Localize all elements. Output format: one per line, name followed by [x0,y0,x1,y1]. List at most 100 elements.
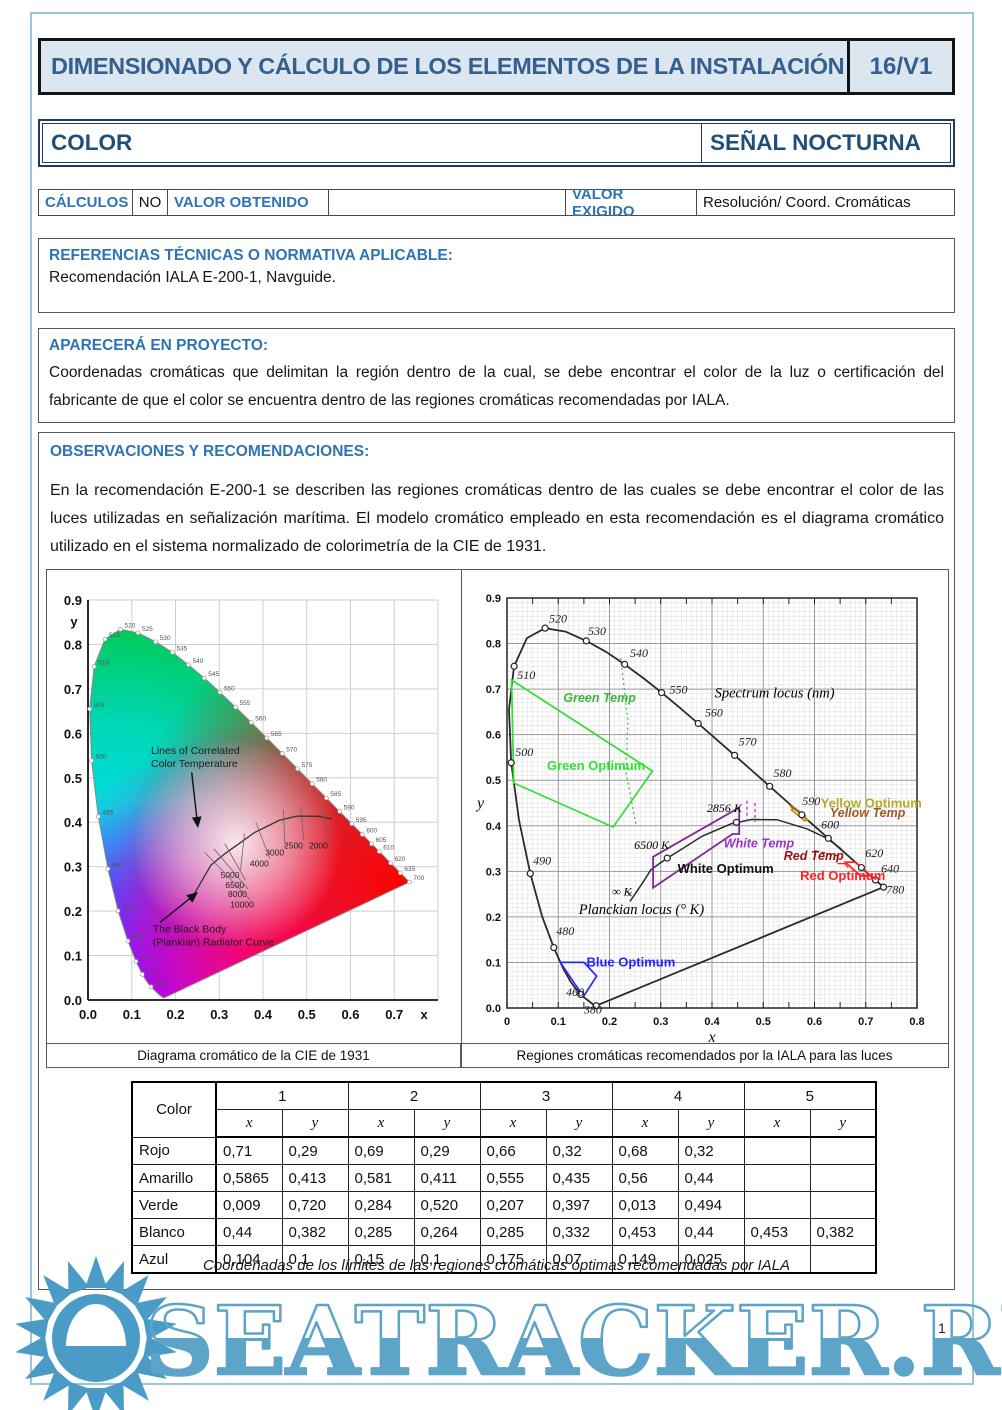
svg-text:Spectrum locus (nm): Spectrum locus (nm) [715,685,835,701]
cell: 0,32 [545,1136,613,1165]
sub-header-y: y [677,1109,745,1138]
table-row: Amarillo 0,5865 0,413 0,581 0,411 0,555 … [131,1164,877,1192]
svg-text:0.5: 0.5 [64,771,82,786]
svg-text:510: 510 [517,668,535,682]
cell: 0,44 [215,1218,283,1246]
svg-text:580: 580 [774,766,792,780]
svg-text:570: 570 [286,746,297,753]
svg-text:470: 470 [146,967,157,974]
svg-text:×: × [625,887,633,901]
document-code: 16/V1 [847,41,952,92]
cie-1931-chromaticity-diagram: 0.0 0.1 0.2 0.3 0.4 0.5 0.6 0.7 x 0.0 0.1 0.2 0.3 0.4… [64,593,439,1022]
cell [809,1136,877,1165]
svg-text:0.9: 0.9 [486,593,501,605]
svg-text:6500 K: 6500 K [634,838,670,852]
svg-text:8000: 8000 [228,889,247,899]
cell: 0,382 [281,1218,349,1246]
svg-text:595: 595 [356,817,367,824]
cell [809,1245,877,1274]
svg-text:0.0: 0.0 [64,993,82,1008]
valor-obtenido-value [328,189,566,216]
svg-text:535: 535 [176,645,187,652]
sub-header-x: x [611,1109,679,1138]
svg-text:510: 510 [98,660,109,667]
svg-text:0.0: 0.0 [79,1007,97,1022]
cell: 0,435 [545,1164,613,1192]
cell: 0,264 [413,1218,481,1246]
svg-text:620: 620 [395,856,406,863]
proyecto-heading: APARECERÁ EN PROYECTO: [49,337,269,354]
svg-text:x: x [707,1029,715,1046]
group-header-1: 1 [215,1081,349,1110]
svg-text:0.3: 0.3 [64,860,82,875]
cell: 0,284 [347,1191,415,1219]
cell: 0,56 [611,1164,679,1192]
figure-divider [461,570,462,1067]
svg-text:Lines of Correlated: Lines of Correlated [151,745,240,757]
cell: 0,32 [677,1136,745,1165]
row-color-name: Blanco [131,1218,217,1246]
svg-text:520: 520 [125,622,136,629]
svg-text:0.2: 0.2 [602,1016,617,1028]
cell: 0,382 [809,1218,877,1246]
coords-table-wrap: Color 1 2 3 4 5 x y x y x y x [131,1081,877,1274]
svg-text:590: 590 [802,794,820,808]
svg-text:0.6: 0.6 [807,1016,822,1028]
svg-text:0.1: 0.1 [486,957,501,969]
svg-text:505: 505 [94,702,105,709]
svg-text:0.9: 0.9 [64,593,82,608]
svg-text:0.2: 0.2 [64,904,82,919]
valor-exigido-value: Resolución/ Coord. Cromáticas [696,189,955,216]
svg-text:490: 490 [533,854,551,868]
cell: 0,71 [215,1136,283,1165]
svg-text:0.6: 0.6 [64,726,82,741]
svg-text:610: 610 [383,845,394,852]
figure-caption-row: Diagrama cromático de la CIE de 1931 Reg… [47,1043,948,1067]
svg-text:0.8: 0.8 [64,637,82,652]
signal-type: SEÑAL NOCTURNA [701,123,951,163]
svg-text:10000: 10000 [230,900,254,910]
svg-text:560: 560 [705,705,723,719]
svg-text:490: 490 [112,862,123,869]
svg-text:0.7: 0.7 [64,682,82,697]
cell: 0,285 [347,1218,415,1246]
proyecto-box: APARECERÁ EN PROYECTO: Coordenadas cromá… [38,328,955,423]
svg-text:460: 460 [566,985,584,999]
calc-row: CÁLCULOS NO VALOR OBTENIDO VALOR EXIGIDO… [38,186,955,220]
iala-chromaticity-regions-diagram: 0 0.1 0.2 0.3 0.4 0.5 0.6 0.7 0.8 0.0 0.1 0.2 0.3 0.4… [475,593,925,1046]
cell: 0,44 [677,1164,745,1192]
svg-text:480: 480 [556,924,574,938]
cell: 0,453 [743,1218,811,1246]
group-header-4: 4 [611,1081,745,1110]
cell: 0,397 [545,1191,613,1219]
svg-text:780: 780 [886,883,904,897]
svg-text:0.2: 0.2 [166,1007,184,1022]
page-number: 1 [938,1320,946,1336]
svg-text:605: 605 [376,837,387,844]
svg-text:480: 480 [132,934,143,941]
svg-text:590: 590 [344,804,355,811]
calculos-value: NO [132,189,168,216]
svg-text:0.1: 0.1 [64,949,82,964]
svg-text:0.4: 0.4 [254,1007,273,1022]
section-name: COLOR [42,123,702,163]
cell: 0,411 [413,1164,481,1192]
svg-text:0.0: 0.0 [486,1003,501,1015]
svg-text:0.7: 0.7 [858,1016,873,1028]
valor-exigido-label: VALOR EXIGIDO [565,186,697,220]
svg-text:0.3: 0.3 [653,1016,668,1028]
title-bar: DIMENSIONADO Y CÁLCULO DE LOS ELEMENTOS … [38,38,955,95]
svg-text:525: 525 [142,626,153,633]
cell: 0,009 [215,1191,283,1219]
svg-text:0.8: 0.8 [486,639,501,651]
cell: 0,520 [413,1191,481,1219]
svg-text:500: 500 [515,745,533,759]
svg-text:460: 460 [155,980,166,987]
cell: 0,69 [347,1136,415,1165]
svg-text:570: 570 [739,735,757,749]
svg-text:580: 580 [316,777,327,784]
svg-text:2000: 2000 [309,840,328,850]
svg-text:0.3: 0.3 [486,866,501,878]
svg-text:Green Optimum: Green Optimum [547,758,645,773]
